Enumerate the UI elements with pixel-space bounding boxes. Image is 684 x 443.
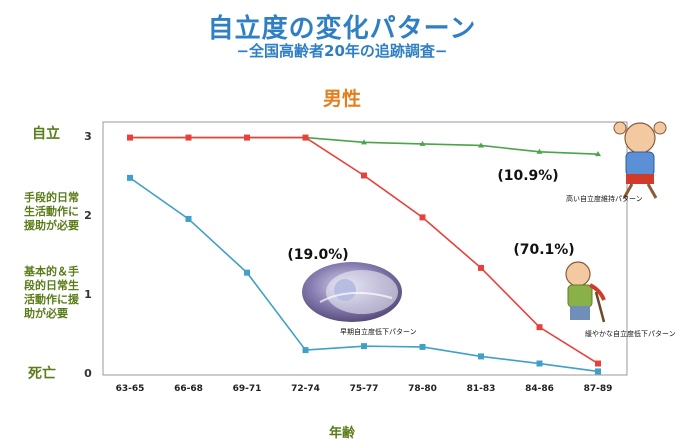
- y-level-label-0: 死亡: [28, 366, 56, 382]
- data-point: [302, 134, 309, 141]
- data-point: [595, 151, 601, 157]
- data-point: [302, 347, 309, 354]
- data-point: [478, 142, 484, 148]
- series-name-1: 高い自立度維持パターン: [566, 194, 643, 203]
- data-point: [244, 134, 250, 141]
- gradual-decline-illustration: [565, 261, 606, 323]
- x-tick-label: 69-71: [233, 384, 262, 394]
- y-tick-label: 0: [84, 367, 92, 380]
- data-point: [595, 360, 601, 367]
- data-point: [244, 269, 250, 276]
- data-point: [185, 215, 192, 222]
- data-point: [127, 174, 133, 181]
- y-level-label-3: 自立: [32, 126, 60, 142]
- data-point: [361, 172, 367, 179]
- series-percent-1: (10.9%): [497, 168, 558, 184]
- data-point: [127, 134, 133, 141]
- x-tick-label: 84-86: [525, 384, 554, 394]
- x-tick-label: 66-68: [174, 384, 203, 394]
- high-maintenance-illustration: [613, 121, 667, 199]
- data-point: [361, 139, 367, 145]
- page-title: 自立度の変化パターン: [207, 14, 477, 44]
- y-tick-label: 1: [84, 288, 92, 301]
- data-point: [419, 343, 426, 350]
- early-decline-illustration: [302, 262, 402, 322]
- x-axis-label: 年齢: [328, 426, 355, 441]
- y-level-label-2: 手段的日常 生活動作に 援助が必要: [24, 191, 79, 232]
- y-tick-label: 2: [84, 209, 92, 222]
- data-point: [536, 148, 543, 154]
- x-tick-label: 78-80: [408, 384, 437, 394]
- data-point: [185, 134, 192, 141]
- data-point: [419, 214, 426, 221]
- data-point: [478, 264, 484, 271]
- data-point: [536, 324, 543, 331]
- x-tick-label: 63-65: [116, 384, 145, 394]
- plot-frame: [102, 121, 628, 376]
- chart-title: 男性: [322, 88, 361, 110]
- data-point: [536, 360, 543, 367]
- data-point: [478, 353, 484, 360]
- y-tick-label: 3: [84, 130, 92, 143]
- series-name-2: 緩やかな自立度低下パターン: [585, 329, 676, 338]
- series-percent-3: (19.0%): [287, 247, 348, 263]
- data-point: [595, 368, 601, 375]
- page-subtitle: −全国高齢者20年の追跡調査−: [236, 42, 448, 60]
- series-percent-2: (70.1%): [513, 242, 574, 258]
- y-level-label-1: 基本的＆手 段的日常生 活動作に援 助が必要: [24, 265, 79, 320]
- series-name-3: 早期自立度低下パターン: [340, 327, 417, 336]
- x-tick-label: 81-83: [467, 384, 496, 394]
- data-point: [419, 140, 426, 146]
- x-tick-label: 87-89: [584, 384, 613, 394]
- data-point: [361, 343, 367, 350]
- x-tick-label: 75-77: [350, 384, 379, 394]
- x-tick-label: 72-74: [291, 384, 320, 394]
